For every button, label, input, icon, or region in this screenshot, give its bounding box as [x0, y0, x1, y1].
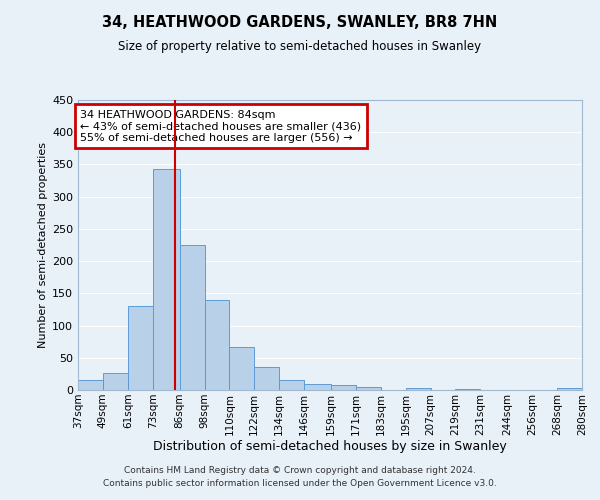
Bar	[78, 380, 103, 390]
Bar	[455, 388, 481, 390]
Bar	[279, 380, 304, 390]
Bar	[557, 388, 582, 390]
X-axis label: Distribution of semi-detached houses by size in Swanley: Distribution of semi-detached houses by …	[153, 440, 507, 454]
Text: 34, HEATHWOOD GARDENS, SWANLEY, BR8 7HN: 34, HEATHWOOD GARDENS, SWANLEY, BR8 7HN	[103, 15, 497, 30]
Bar	[254, 368, 279, 390]
Text: 34 HEATHWOOD GARDENS: 84sqm
← 43% of semi-detached houses are smaller (436)
55% : 34 HEATHWOOD GARDENS: 84sqm ← 43% of sem…	[80, 110, 361, 143]
Text: Size of property relative to semi-detached houses in Swanley: Size of property relative to semi-detach…	[118, 40, 482, 53]
Bar	[152, 169, 179, 390]
Bar	[128, 306, 152, 390]
Y-axis label: Number of semi-detached properties: Number of semi-detached properties	[38, 142, 48, 348]
Bar	[331, 386, 356, 390]
Bar	[229, 347, 254, 390]
Bar	[406, 388, 431, 390]
Bar	[205, 300, 229, 390]
Bar	[304, 384, 331, 390]
Bar	[179, 245, 205, 390]
Bar	[356, 387, 381, 390]
Bar	[103, 372, 128, 390]
Text: Contains HM Land Registry data © Crown copyright and database right 2024.
Contai: Contains HM Land Registry data © Crown c…	[103, 466, 497, 487]
